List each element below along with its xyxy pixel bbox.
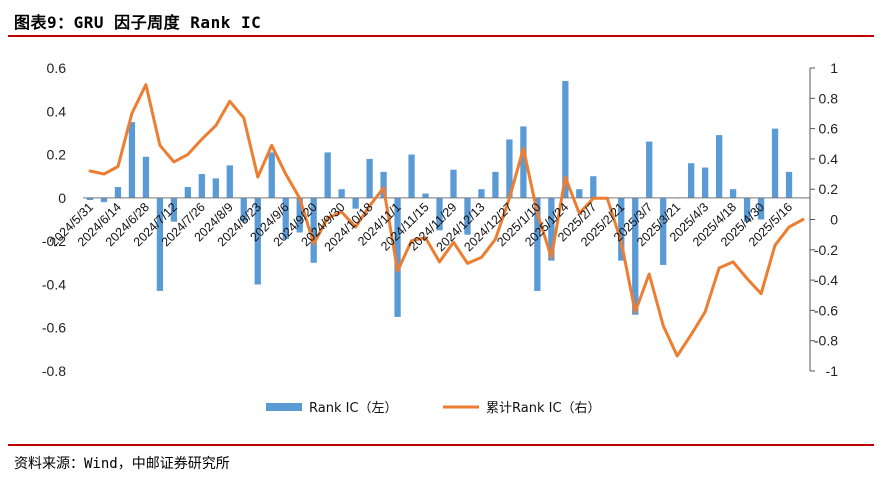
bar [310,197,317,263]
title-divider [8,35,874,37]
bar [548,197,555,261]
left-tick-label: 0.4 [47,103,67,119]
right-tick-label: 0.2 [819,181,839,197]
right-tick-label: 0.4 [819,151,839,167]
bar [618,197,625,261]
bar [478,189,485,198]
left-tick-label: 0.2 [47,147,67,163]
footer-divider [8,444,874,446]
bar [142,156,150,198]
right-tick-label: -0.4 [814,272,838,288]
left-tick-label: 0.6 [47,60,67,76]
bar [688,163,695,198]
bar [450,169,457,198]
bar [86,197,94,201]
bar [729,189,737,198]
bar [394,197,401,317]
bar [757,197,765,220]
line-series [88,83,805,358]
bar-series [86,80,807,317]
legend-line-label: 累计Rank IC（右） [486,401,601,416]
bar [506,139,513,198]
bar [184,187,192,198]
bar [296,197,303,233]
right-tick-label: 0.8 [819,90,839,106]
bar [464,197,471,235]
bar [366,158,373,198]
bar [743,197,751,222]
legend-bar-label: Rank IC（左） [309,401,398,416]
bar [562,80,569,198]
source-note: 资料来源：Wind，中邮证券研究所 [14,456,230,472]
bar [128,122,136,198]
bar [492,171,499,198]
bar [282,197,289,239]
bar [100,197,108,203]
bar [408,154,415,198]
right-tick-label: -0.2 [814,242,838,258]
bar [254,197,261,285]
bar [785,171,793,198]
bar [646,141,653,198]
left-tick-label: -0.4 [42,276,66,292]
left-tick-label: 0 [58,190,66,206]
bar [324,152,331,198]
bar [268,152,275,198]
bar [226,165,233,198]
right-tick-label: 0 [830,212,838,228]
cumulative-ic-line [88,83,805,358]
right-tick-label: 1 [830,60,838,76]
bar [660,197,667,265]
right-axis-ticks: 1 0.8 0.6 0.4 0.2 0 -0.2 -0.4 -0.6 -0.8 -1 [810,60,838,379]
right-tick-label: -0.8 [814,333,838,349]
bar [352,197,359,209]
bar [212,178,219,198]
right-tick-label: 0.6 [819,121,839,137]
bar [380,171,387,198]
bar [701,167,709,198]
legend: Rank IC（左） 累计Rank IC（右） [266,401,601,416]
bar [534,197,541,291]
bar [771,128,779,198]
left-tick-label: -0.6 [42,320,66,336]
bar [436,197,443,231]
page-title: 图表9：GRU 因子周度 Rank IC [14,13,262,32]
rank-ic-chart: 0.6 0.4 0.2 0 -0.2 -0.4 -0.6 -0.8 1 0.8 0.6 0.4 0.2… [42,60,838,416]
left-tick-label: -0.2 [42,233,66,249]
bar [632,197,639,315]
bar [156,197,164,291]
bar [590,176,597,198]
bar [240,197,247,222]
bar [422,193,429,198]
right-tick-label: -0.6 [814,302,838,318]
bar [198,174,205,198]
bar [576,189,583,198]
bar [114,187,122,198]
bar [715,135,723,198]
bar [338,189,345,198]
title-bar: 图表9：GRU 因子周度 Rank IC [0,0,882,38]
left-axis-ticks: 0.6 0.4 0.2 0 -0.2 -0.4 -0.6 -0.8 [42,60,66,379]
left-tick-label: -0.8 [42,363,66,379]
bar [170,197,178,222]
right-tick-label: -1 [826,363,839,379]
legend-bar-swatch [266,403,302,411]
bar [520,126,527,198]
